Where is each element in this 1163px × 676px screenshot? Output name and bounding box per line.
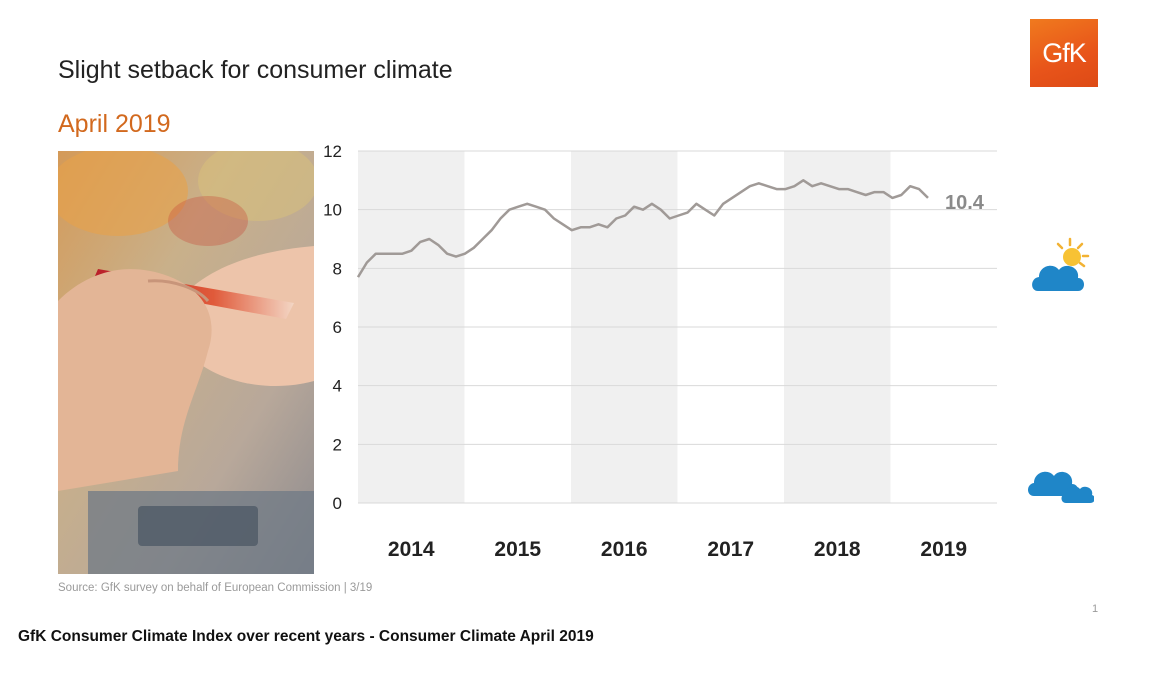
slide-subtitle: April 2019	[58, 110, 171, 138]
last-value-label: 10.4	[945, 192, 985, 214]
consumer-climate-chart: 0 2 4 6 8 10 12 2014 2015 2016 2017 2018 2019 10.4	[323, 142, 997, 561]
x-tick-label-2015: 2015	[494, 538, 541, 561]
y-tick-label-2: 2	[333, 435, 342, 454]
sun-behind-cloud-icon	[1032, 237, 1090, 291]
x-tick-label-2018: 2018	[814, 538, 861, 561]
x-tick-label-2016: 2016	[601, 538, 648, 561]
x-tick-label-2017: 2017	[707, 538, 754, 561]
clouds-icon	[1028, 471, 1094, 503]
page-number: 1	[1092, 603, 1099, 615]
credit-card-payment-photo	[58, 151, 314, 574]
logo-text: GfK	[1042, 37, 1087, 68]
x-tick-label-2014: 2014	[388, 538, 435, 561]
x-tick-label-2019: 2019	[920, 538, 967, 561]
y-tick-label-8: 8	[333, 259, 342, 278]
y-tick-label-12: 12	[323, 142, 342, 161]
y-tick-label-0: 0	[333, 494, 342, 513]
source-note: Source: GfK survey on behalf of European…	[58, 582, 373, 594]
figure-caption: GfK Consumer Climate Index over recent y…	[18, 628, 594, 645]
y-tick-label-10: 10	[323, 201, 342, 220]
gfk-logo: GfK	[1030, 19, 1098, 87]
y-tick-label-4: 4	[333, 377, 342, 396]
slide-title: Slight setback for consumer climate	[58, 56, 453, 84]
y-tick-label-6: 6	[333, 318, 342, 337]
consumer-climate-line	[356, 179, 929, 278]
